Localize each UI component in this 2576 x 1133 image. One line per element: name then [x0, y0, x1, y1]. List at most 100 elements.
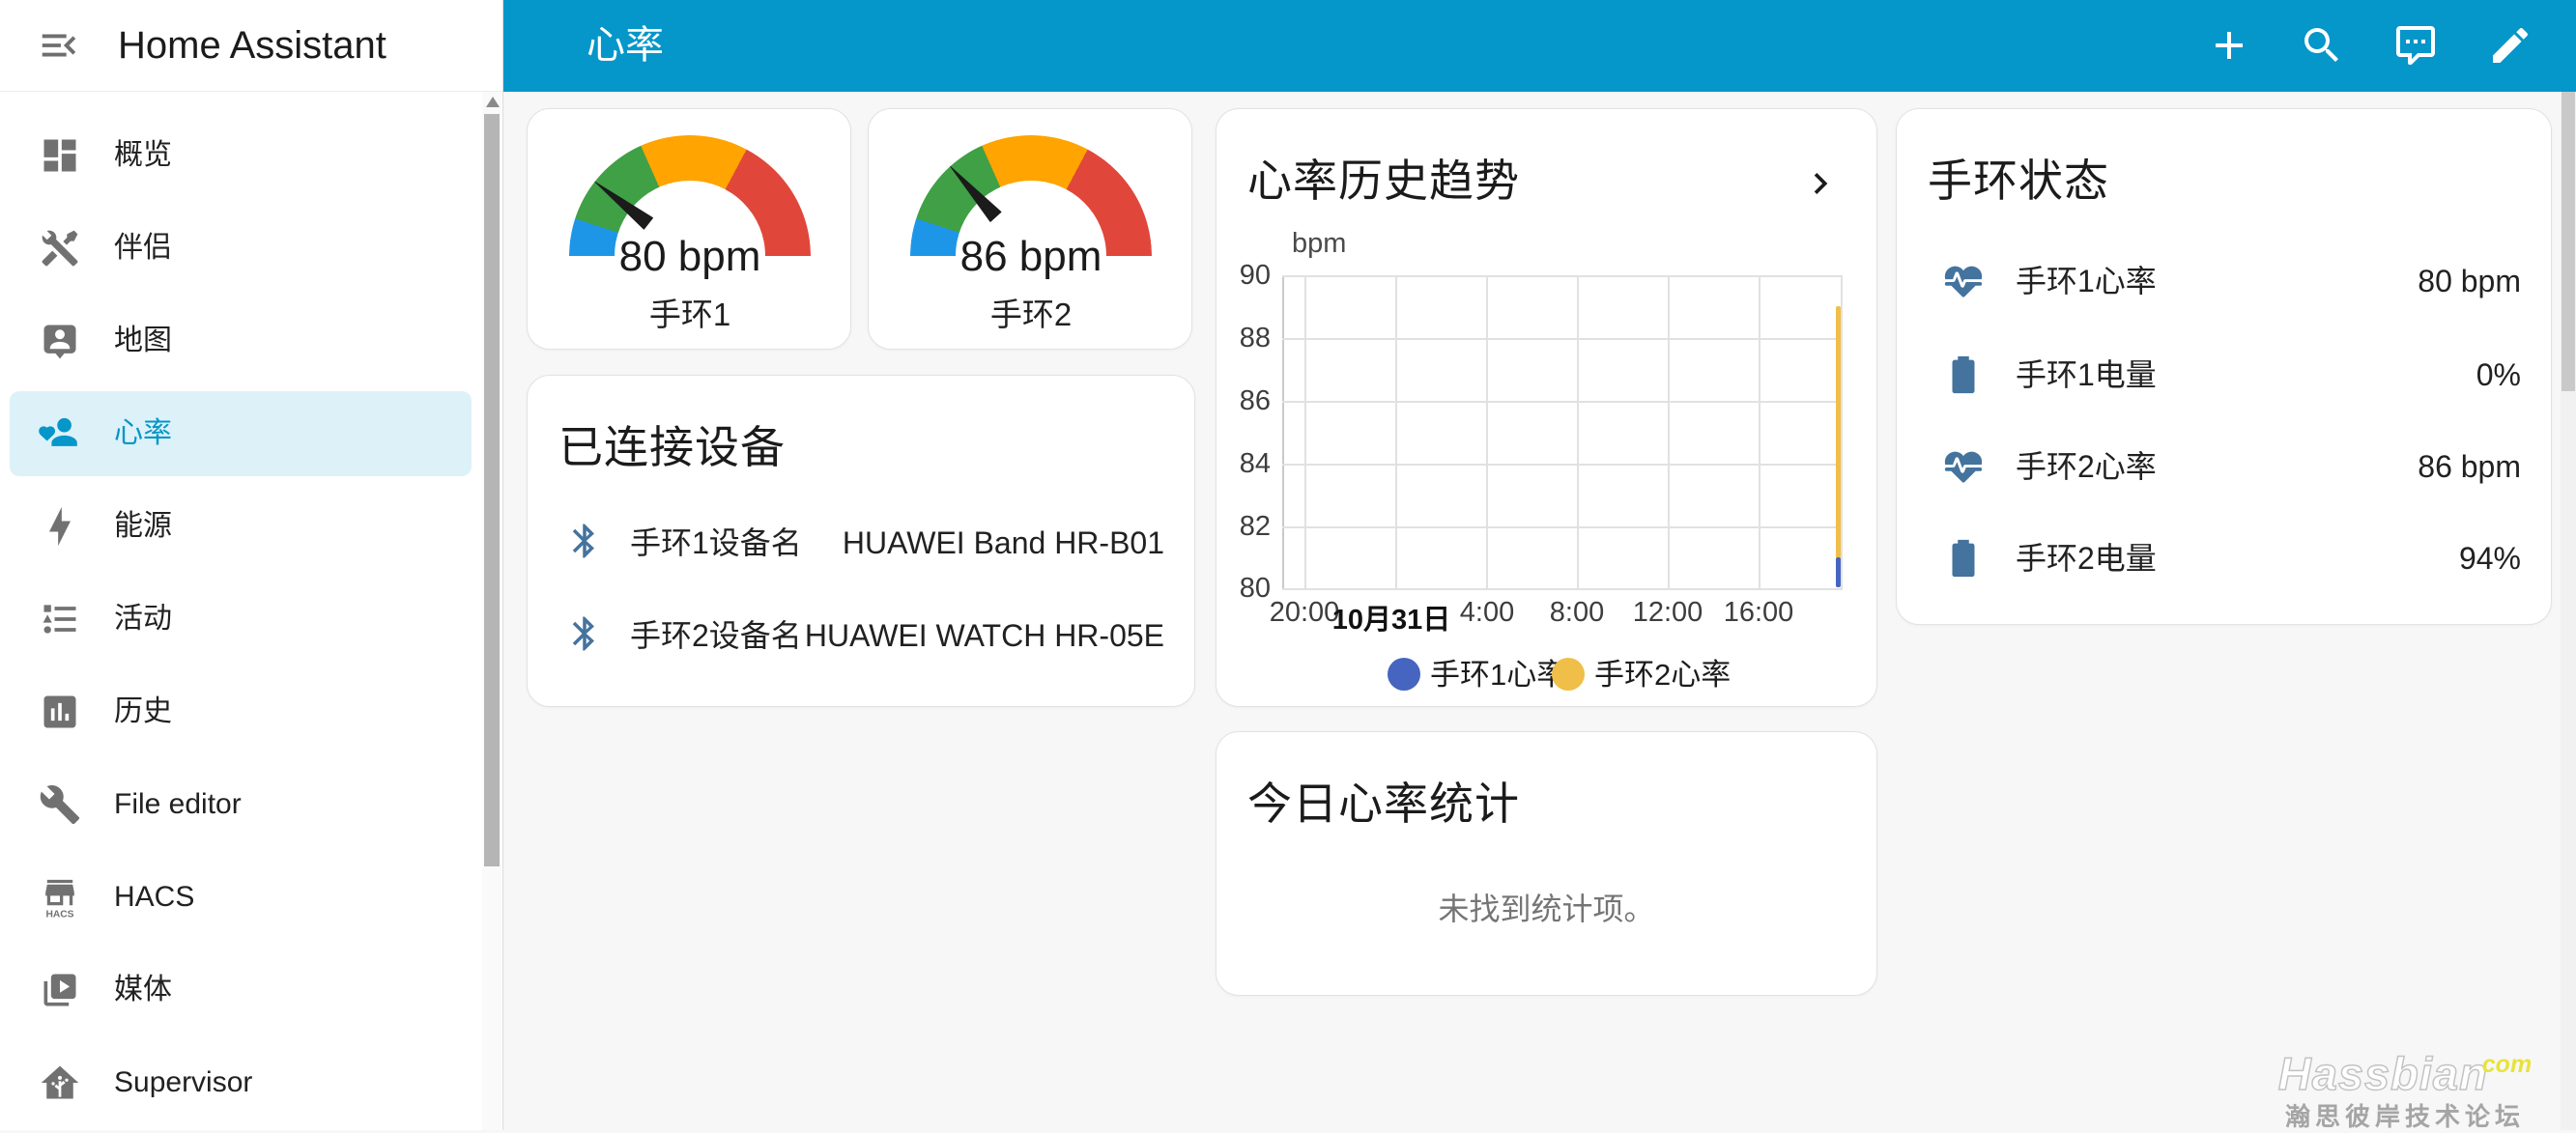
sidebar-item-label: 活动 [114, 603, 172, 635]
watermark-tld: com [2481, 1051, 2533, 1078]
edit-dashboard-button[interactable] [2487, 22, 2533, 69]
app-bar: 心率 [503, 0, 2576, 92]
home-assistant-icon [39, 1062, 81, 1104]
sidebar-scrollbar-up-arrow[interactable] [486, 97, 500, 107]
watermark-subtitle: 瀚思彼岸技术论坛 [2284, 1102, 2525, 1131]
page-title: 心率 [587, 24, 664, 67]
battery-icon [1941, 353, 1986, 397]
device-name[interactable]: 手环1设备名 [630, 525, 802, 560]
sidebar-header: Home Assistant [0, 0, 502, 92]
y-tick: 88 [1239, 323, 1271, 354]
y-tick: 84 [1239, 448, 1271, 479]
heart-pulse-icon [1941, 444, 1986, 489]
watermark: Hassbiancom 瀚思彼岸技术论坛 [2251, 1048, 2559, 1133]
series-band2-line [1836, 306, 1841, 558]
gauge-entity-name: 手环1 [648, 297, 731, 332]
legend-label[interactable]: 手环2心率 [1594, 658, 1732, 692]
menu-open-icon[interactable] [37, 23, 81, 68]
gauge-card-band2[interactable]: 86 bpm 手环2 [868, 108, 1192, 350]
status-value[interactable]: 86 bpm [2418, 449, 2521, 484]
card-title: 心率历史趋势 [1247, 156, 1520, 206]
app-title: Home Assistant [118, 24, 386, 67]
heart-rate-history-card: 心率历史趋势 [1216, 108, 1877, 707]
heart-pulse-icon [1941, 259, 1986, 303]
status-name[interactable]: 手环1心率 [2016, 264, 2157, 298]
card-title: 手环状态 [1928, 156, 2109, 206]
status-value[interactable]: 0% [2476, 357, 2521, 392]
sidebar-item-label: 心率 [114, 417, 172, 449]
sidebar-item-map[interactable]: 地图 [10, 298, 472, 383]
y-tick: 82 [1239, 511, 1271, 542]
legend-dot-band1[interactable] [1388, 658, 1420, 691]
lightning-bolt-icon [39, 505, 81, 548]
sidebar-item-hacs[interactable]: HACS HACS [10, 855, 472, 940]
search-button[interactable] [2299, 22, 2345, 69]
x-tick: 20:00 [1269, 597, 1340, 628]
svg-text:HACS: HACS [45, 910, 73, 919]
card-title: 今日心率统计 [1247, 779, 1520, 829]
sidebar-scrollbar-thumb[interactable] [484, 114, 500, 866]
connected-devices-card: 已连接设备 [527, 375, 1195, 707]
series-band1-line [1836, 557, 1841, 587]
sidebar-item-heart-rate[interactable]: 心率 [10, 391, 472, 476]
x-tick: 4:00 [1459, 597, 1515, 628]
pencil-icon [2493, 27, 2529, 63]
add-button[interactable] [2206, 22, 2252, 69]
status-name[interactable]: 手环1电量 [2016, 357, 2157, 392]
bluetooth-icon [564, 521, 609, 565]
sidebar-item-label: Supervisor [114, 1066, 253, 1098]
chart-unit-label: bpm [1292, 228, 1347, 259]
status-value[interactable]: 80 bpm [2418, 264, 2521, 298]
sidebar-item-label: HACS [114, 881, 195, 913]
sidebar-item-history[interactable]: 历史 [10, 669, 472, 754]
status-name[interactable]: 手环2心率 [2016, 449, 2157, 484]
watermark-brand: Hassbiancom [2277, 1048, 2533, 1099]
list-bulleted-icon [39, 598, 81, 640]
y-tick: 86 [1239, 385, 1271, 416]
sidebar-item-file-editor[interactable]: File editor [10, 762, 472, 847]
play-box-multiple-icon [39, 969, 81, 1011]
gauge-card-band1[interactable]: 80 bpm 手环1 [527, 108, 851, 350]
battery-icon [1941, 536, 1986, 581]
sidebar-item-media[interactable]: 媒体 [10, 948, 472, 1033]
wrench-icon [39, 783, 81, 826]
chart-box-icon [39, 691, 81, 733]
tools-icon [39, 227, 81, 269]
gauge-value: 86 bpm [959, 233, 1102, 280]
x-tick: 12:00 [1632, 597, 1703, 628]
bluetooth-icon [564, 613, 609, 658]
view-dashboard-icon [39, 134, 81, 177]
search-icon [2304, 28, 2338, 62]
legend-dot-band2[interactable] [1552, 658, 1585, 691]
chart-y-axis [1282, 275, 1284, 589]
sidebar-item-label: 概览 [114, 139, 172, 171]
legend-label[interactable]: 手环1心率 [1430, 658, 1567, 692]
plus-icon [2216, 32, 2243, 59]
y-tick: 80 [1239, 573, 1271, 604]
sidebar-item-companion[interactable]: 伴侣 [10, 206, 472, 291]
device-name[interactable]: 手环2设备名 [630, 618, 802, 653]
sidebar-item-label: 伴侣 [114, 232, 172, 264]
chevron-right-icon[interactable] [1799, 162, 1842, 205]
sidebar-item-supervisor[interactable]: Supervisor [10, 1040, 472, 1125]
device-value[interactable]: HUAWEI Band HR-B01 [842, 525, 1164, 560]
sidebar-item-logbook[interactable]: 活动 [10, 577, 472, 662]
sidebar: Home Assistant 概览 伴侣 地图 心率 能源 活动 历史 File… [0, 0, 503, 1130]
card-title: 已连接设备 [558, 422, 786, 472]
main-scrollbar-thumb[interactable] [2562, 92, 2575, 391]
status-name[interactable]: 手环2电量 [2016, 541, 2157, 576]
sidebar-item-energy[interactable]: 能源 [10, 484, 472, 569]
x-tick-date: 10月31日 [1331, 605, 1451, 636]
account-location-icon [39, 320, 81, 362]
sidebar-item-overview[interactable]: 概览 [10, 113, 472, 198]
band-status-card: 手环状态 [1896, 108, 2552, 625]
sidebar-item-label: 历史 [114, 695, 172, 727]
status-value[interactable]: 94% [2458, 541, 2521, 576]
assist-button[interactable] [2392, 22, 2439, 69]
comment-dots-icon [2396, 26, 2435, 65]
sidebar-item-label: 地图 [114, 325, 172, 356]
sidebar-item-label: File editor [114, 788, 242, 820]
today-stats-card: 今日心率统计 [1216, 731, 1877, 996]
device-value[interactable]: HUAWEI WATCH HR-05E [804, 618, 1164, 653]
x-tick: 16:00 [1723, 597, 1794, 628]
